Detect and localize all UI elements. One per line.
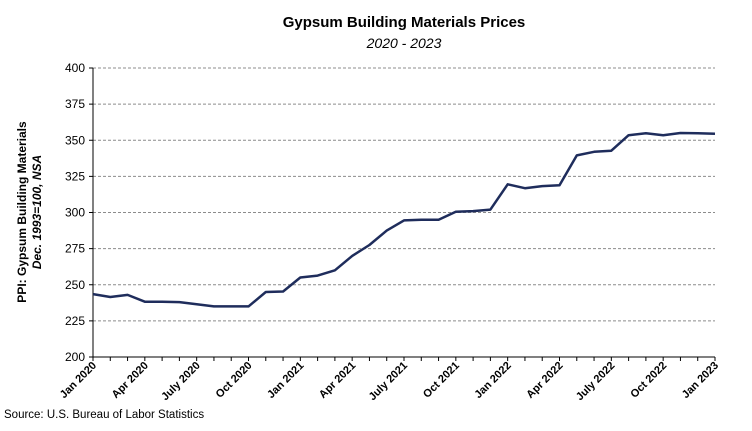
x-tick-label: Jan 2023 <box>680 360 721 401</box>
y-tick-label: 350 <box>65 133 85 147</box>
chart-subtitle: 2020 - 2023 <box>366 35 442 51</box>
x-tick-label: Jan 2021 <box>265 360 306 401</box>
y-tick-label: 400 <box>65 61 85 75</box>
axes <box>89 67 716 361</box>
y-axis-label-line1: PPI: Gypsum Building Materials <box>15 121 29 303</box>
y-axis-label-line2: Dec. 1993=100, NSA <box>30 154 44 270</box>
x-tick-label: Oct 2022 <box>628 360 669 401</box>
y-tick-label: 300 <box>65 206 85 220</box>
x-tick-label: Oct 2021 <box>421 360 462 401</box>
x-tick-label: July 2022 <box>574 360 618 404</box>
y-tick-label: 275 <box>65 242 85 256</box>
source-note: Source: U.S. Bureau of Labor Statistics <box>4 409 205 421</box>
x-tick-labels: Jan 2020 Apr 2020 July 2020 Oct 2020 Jan 202… <box>58 360 721 404</box>
chart-title: Gypsum Building Materials Prices <box>282 14 526 31</box>
x-tick-label: Jan 2022 <box>472 360 513 401</box>
y-tick-label: 225 <box>65 314 85 328</box>
x-tick-label: Jan 2020 <box>58 360 99 401</box>
x-tick-label: Apr 2021 <box>317 360 358 401</box>
gridlines <box>93 67 715 322</box>
y-tick-label: 375 <box>65 97 85 111</box>
y-tick-labels: 200 225 250 275 300 325 350 375 400 <box>65 61 85 364</box>
x-tick-label: July 2021 <box>367 360 411 404</box>
y-tick-label: 325 <box>65 169 85 183</box>
y-axis-label: PPI: Gypsum Building Materials Dec. 1993… <box>15 82 45 342</box>
y-tick-label: 250 <box>65 278 85 292</box>
y-tick-label: 200 <box>65 350 85 364</box>
x-tick-label: Apr 2020 <box>110 360 151 401</box>
series-lines <box>92 131 716 308</box>
x-tick-label: July 2020 <box>159 360 203 404</box>
ppi-series-line <box>92 131 716 308</box>
x-tick-label: Apr 2022 <box>524 360 565 401</box>
x-tick-label: Oct 2020 <box>214 360 255 401</box>
